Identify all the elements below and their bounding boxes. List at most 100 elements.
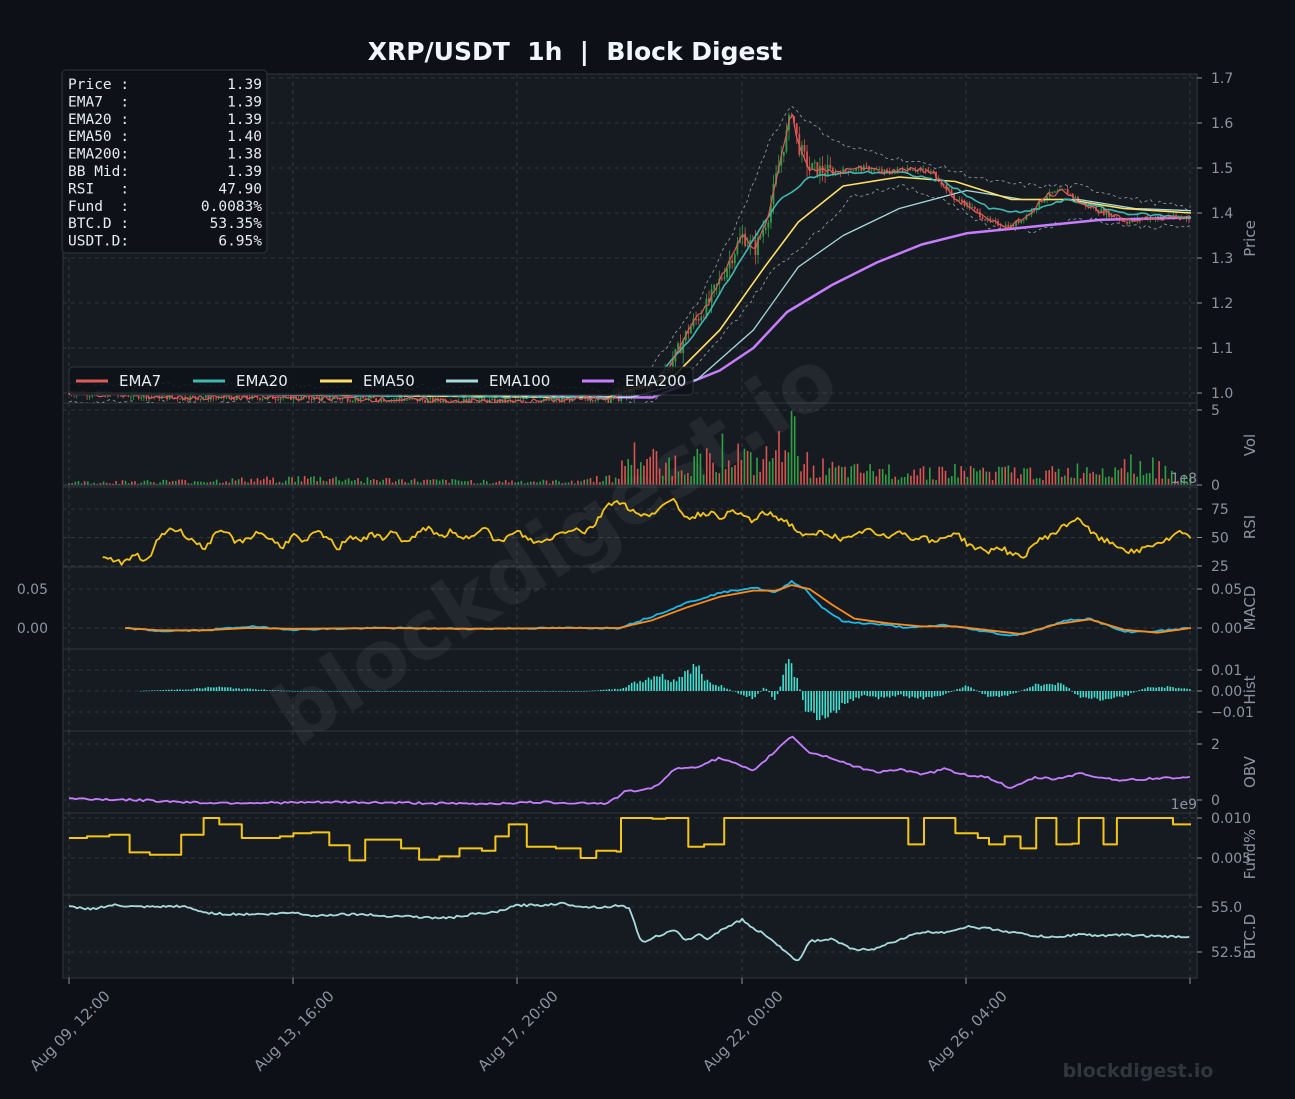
volume-bar <box>407 483 410 485</box>
candle-body <box>679 343 682 354</box>
volume-bar <box>1004 466 1006 485</box>
hist-bar <box>1161 687 1163 691</box>
volume-bar <box>448 482 450 485</box>
candle-body <box>1002 226 1005 228</box>
volume-bar <box>994 471 997 485</box>
hist-bar <box>1076 691 1079 695</box>
candle-body <box>733 254 736 264</box>
volume-bar <box>464 481 466 485</box>
volume-bar <box>982 467 985 485</box>
volume-bar <box>137 483 139 485</box>
volume-bar <box>363 482 366 485</box>
hist-bar <box>883 691 885 698</box>
hist-bar <box>858 691 860 699</box>
hist-bar <box>630 682 633 691</box>
hist-bar <box>571 691 574 692</box>
info-value-6: 47.90 <box>218 181 262 197</box>
volume-bar <box>841 467 843 485</box>
candle-body <box>197 398 199 400</box>
hist-bar <box>900 691 902 695</box>
volume-bar <box>187 483 190 485</box>
candle-body <box>194 396 197 399</box>
candle-body <box>963 202 966 206</box>
volume-bar <box>1032 479 1035 485</box>
volume-bar <box>787 452 790 485</box>
hist-bar <box>142 690 145 692</box>
hist-bar <box>1093 691 1096 698</box>
volume-bar <box>1051 466 1054 485</box>
volume-bar <box>297 476 300 485</box>
volume-bar <box>102 481 105 485</box>
volume-bar <box>74 481 77 485</box>
volume-bar <box>1158 461 1160 485</box>
candle-body <box>695 318 697 320</box>
candle-body <box>478 400 481 403</box>
hist-bar <box>723 687 726 691</box>
volume-bar <box>146 480 149 485</box>
candle-body <box>553 399 556 401</box>
hist-bar <box>204 687 207 691</box>
volume-bar <box>608 475 611 485</box>
hist-bar <box>905 691 908 697</box>
volume-bar <box>781 462 783 485</box>
volume-bar <box>401 479 403 485</box>
hist-bar <box>703 680 706 691</box>
volume-bar <box>131 481 133 485</box>
candle-body <box>171 395 174 398</box>
volume-bar <box>768 461 771 485</box>
volume-bar <box>988 471 991 485</box>
candle-body <box>1051 191 1054 193</box>
hist-bar <box>580 691 582 692</box>
hist-bar <box>1166 686 1169 691</box>
volume-bar <box>184 480 187 485</box>
candle-body <box>976 208 979 212</box>
candle-body <box>865 165 868 167</box>
volume-bar <box>1133 473 1135 485</box>
volume-bar <box>665 462 667 485</box>
hist-bar <box>1085 691 1087 698</box>
hist-bar <box>1003 691 1006 696</box>
volume-bar <box>291 477 293 485</box>
candle-body <box>130 396 132 398</box>
candle-body <box>411 398 414 400</box>
hist-bar <box>869 691 871 697</box>
volume-bar <box>482 479 485 485</box>
volume-bar <box>545 480 548 485</box>
candle-body <box>168 395 171 400</box>
candle-body <box>145 394 148 399</box>
candle-body <box>522 400 525 402</box>
volume-bar <box>621 460 623 485</box>
hist-bar <box>173 689 176 691</box>
volume-bar <box>127 483 130 485</box>
volume-bar <box>300 481 303 485</box>
hist-bar <box>538 691 540 692</box>
hist-bar <box>504 691 507 692</box>
candle-body <box>524 401 527 403</box>
hist-bar <box>799 689 801 691</box>
hist-bar <box>1141 689 1143 691</box>
hist-bar <box>212 687 215 691</box>
hist-bar <box>886 691 888 697</box>
volume-bar <box>71 483 73 485</box>
candle-body <box>960 199 963 203</box>
candle-body <box>462 398 465 403</box>
hist-bar <box>527 691 529 692</box>
candle-body <box>215 397 217 399</box>
candle-body <box>207 395 210 400</box>
hist-bar <box>1079 691 1082 698</box>
hist-bar <box>283 690 285 692</box>
hist-bar <box>1031 686 1034 691</box>
hist-bar <box>734 691 737 692</box>
volume-bar <box>212 481 215 485</box>
candle-body <box>813 162 816 164</box>
candle-body <box>1074 196 1077 198</box>
candle-body <box>808 166 811 170</box>
ytick-label-price-1: 1.1 <box>1211 341 1233 357</box>
ylabel-fund: Fund% <box>1241 829 1259 880</box>
hist-bar <box>785 663 787 691</box>
volume-bar <box>661 475 664 485</box>
hist-bar <box>987 691 989 697</box>
hist-bar <box>459 691 462 692</box>
volume-bar <box>435 479 438 485</box>
